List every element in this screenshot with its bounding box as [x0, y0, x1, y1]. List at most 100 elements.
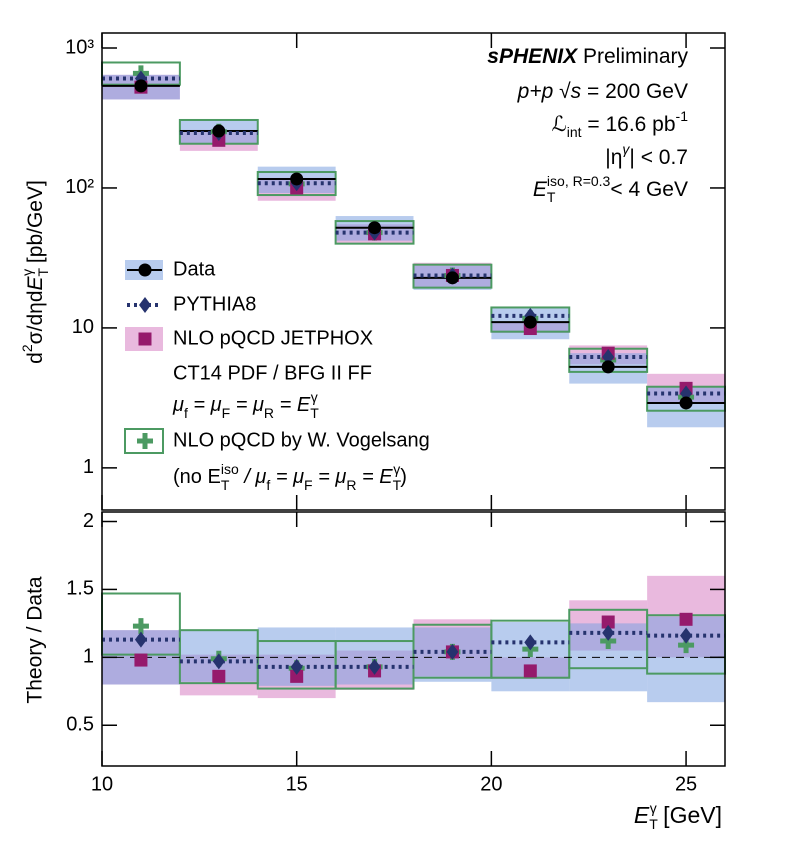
marker: [368, 221, 382, 235]
annotation: |ηγ| < 0.7: [605, 141, 688, 169]
marker: [523, 315, 537, 329]
legend-marker: [138, 332, 152, 346]
marker: [445, 271, 459, 285]
note-part: F: [222, 405, 231, 421]
note-part: T: [310, 405, 319, 421]
label-part: T: [35, 267, 51, 276]
marker: [679, 396, 693, 410]
x-axis-label: ETγ [GeV]: [634, 800, 722, 832]
note-part: γ: [311, 389, 318, 405]
annotation-part: | < 0.7: [629, 146, 688, 169]
marker: [290, 658, 303, 675]
annotation-part: = 16.6 pb: [582, 113, 676, 136]
annotation: p+p √s = 200 GeV: [517, 80, 688, 103]
marker: [601, 615, 615, 629]
note-part: = E: [274, 394, 311, 416]
annotation-part: √: [553, 80, 571, 103]
annotation-part: = 200 GeV: [581, 80, 688, 103]
y-tick-label: 1: [83, 456, 94, 478]
marker: [602, 624, 615, 641]
legend-marker: [137, 433, 153, 449]
bottom-frame: [101, 511, 726, 767]
note-part: (no E: [173, 466, 221, 488]
annotation-part: p+p: [517, 80, 554, 103]
note-part: R: [346, 477, 356, 493]
marker: [446, 643, 459, 660]
marker: [134, 79, 148, 93]
marker: [601, 360, 615, 374]
annotation: ETiso, R=0.3< 4 GeV: [533, 173, 688, 205]
note-part: ): [400, 466, 407, 488]
note-part: T: [393, 477, 402, 493]
annotation-part: int: [567, 124, 582, 140]
label-part: 2: [19, 344, 35, 352]
annotation-part: < 4 GeV: [610, 178, 688, 201]
x-tick-label: 10: [91, 773, 113, 795]
marker: [523, 664, 537, 678]
y-axis-label: d2σ/dηdETγ [pb/GeV]: [19, 180, 51, 364]
y-tick-label: 10: [72, 316, 94, 338]
label-part: E: [24, 275, 47, 290]
marker: [679, 612, 693, 626]
x-tick-label: 25: [675, 773, 697, 795]
note-part: T: [221, 477, 230, 493]
legend-label: Data: [173, 258, 216, 280]
note-part: = E: [356, 466, 393, 488]
legend-marker: [139, 297, 151, 313]
note-part: f: [184, 405, 188, 421]
marker: [290, 172, 304, 186]
note-part: / μ: [239, 466, 267, 488]
note-part: R: [264, 405, 274, 421]
y-tick-label: 1.5: [66, 578, 94, 600]
note-part: = μ: [188, 394, 222, 416]
legend-label: NLO pQCD by W. Vogelsang: [173, 429, 430, 451]
marker: [290, 669, 304, 683]
marker: [212, 669, 226, 683]
marker: [134, 653, 148, 667]
label-part: E: [634, 802, 650, 828]
annotation-part: |η: [605, 146, 622, 169]
marker: [212, 124, 226, 138]
annotation-part: iso, R=0.3: [547, 173, 611, 189]
note-part: γ: [393, 461, 400, 477]
marker: [602, 348, 615, 365]
note-part: iso: [221, 461, 239, 477]
annotation-part: T: [547, 189, 556, 205]
marker: [680, 627, 693, 644]
legend-note: μf = μF = μR = ETγ: [172, 389, 319, 421]
note-part: f: [266, 477, 270, 493]
label-part: [GeV]: [657, 802, 722, 828]
note-part: = μ: [270, 466, 304, 488]
legend-note: CT14 PDF / BFG II FF: [173, 362, 372, 384]
label-part: [pb/GeV]: [24, 180, 47, 269]
marker: [212, 653, 225, 670]
x-tick-label: 20: [480, 773, 502, 795]
label-part: T: [649, 816, 658, 832]
title-part: sPHENIX: [487, 45, 579, 68]
y-tick-label: 2: [83, 510, 94, 532]
title-part: Preliminary: [577, 45, 688, 68]
y-tick-label: 0.5: [66, 714, 94, 736]
annotation-part: γ: [622, 141, 630, 157]
legend-swatch: [124, 428, 164, 454]
annotation-part: -1: [676, 108, 689, 124]
y-axis-label: Theory / Data: [24, 576, 47, 704]
annotation-part: ℒ: [552, 113, 567, 136]
annotation-part: s: [571, 80, 582, 103]
note-part: μ: [172, 394, 184, 416]
y-tick-label: 10³: [65, 36, 94, 58]
label-part: γ: [650, 800, 657, 816]
legend-marker: [138, 263, 152, 277]
marker: [368, 658, 381, 675]
x-tick-label: 15: [286, 773, 308, 795]
y-tick-label: 10²: [65, 176, 94, 198]
y-tick-label: 1: [83, 646, 94, 668]
axes: 1 10 10² 10³ Data PYTHIA8 NLO pQCD JETPHOX NLO …: [65, 33, 725, 795]
label-part: σ/dηd: [24, 290, 47, 344]
top-frame: [101, 32, 726, 511]
marker: [524, 634, 537, 651]
note-part: = μ: [230, 394, 264, 416]
chart-title: sPHENIX Preliminary: [487, 45, 688, 68]
label-part: d: [24, 352, 47, 364]
